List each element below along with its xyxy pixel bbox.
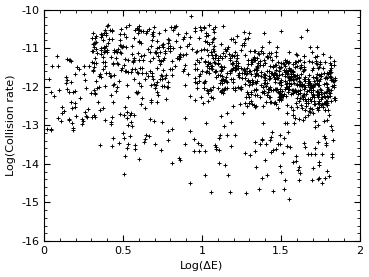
- Y-axis label: Log(Collision rate): Log(Collision rate): [6, 75, 15, 176]
- X-axis label: Log(ΔE): Log(ΔE): [180, 261, 224, 271]
